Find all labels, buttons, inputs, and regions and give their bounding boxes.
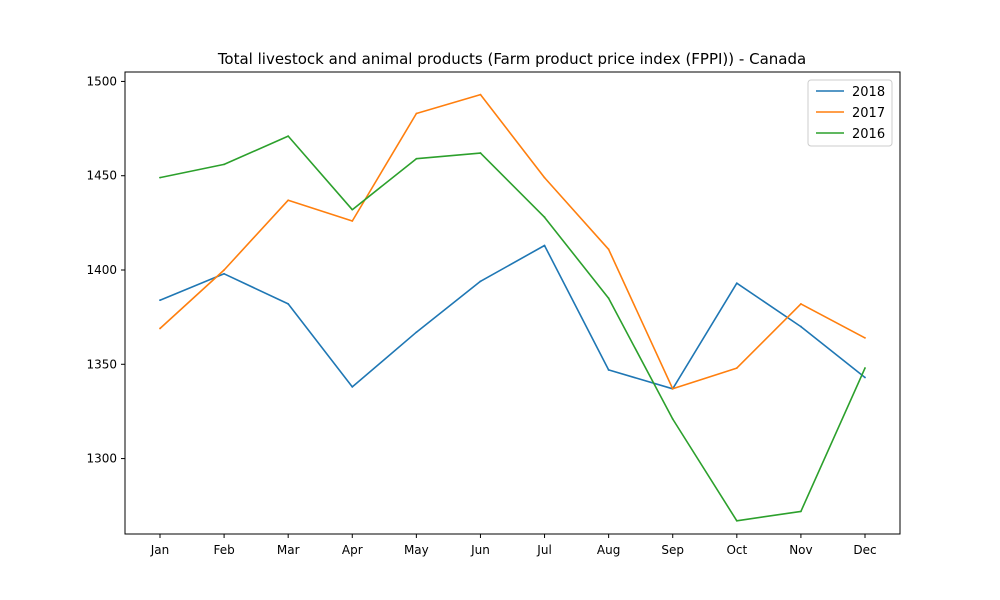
data-point-2016 <box>479 152 482 154</box>
y-tick-label: 1450 <box>86 169 117 183</box>
data-point-2017 <box>159 327 161 330</box>
data-point-2017 <box>735 367 738 369</box>
x-tick-label: Jul <box>536 543 551 557</box>
plot-area <box>124 71 901 535</box>
x-tick-label: May <box>404 543 429 557</box>
y-tick-label: 1400 <box>86 263 117 277</box>
y-tick-label: 1500 <box>86 74 117 88</box>
data-point-2016 <box>735 519 738 522</box>
legend-box <box>807 79 893 147</box>
data-point-2018 <box>159 299 161 302</box>
data-point-2018 <box>800 325 802 328</box>
data-point-2018 <box>479 280 482 283</box>
data-point-2018 <box>287 303 290 305</box>
data-point-2018 <box>351 386 354 388</box>
x-tick-label: Nov <box>789 543 812 557</box>
x-tick-label: Sep <box>661 543 684 557</box>
data-point-2018 <box>223 272 225 275</box>
x-tick-label: Apr <box>342 543 363 557</box>
legend-label-2018: 2018 <box>852 85 885 100</box>
data-point-2016 <box>415 157 418 160</box>
legend: 2018 2017 2016 <box>807 79 893 147</box>
x-tick-label: Aug <box>597 543 620 557</box>
legend-label-2016: 2016 <box>852 127 885 142</box>
data-point-2018 <box>607 369 610 371</box>
y-tick-label: 1350 <box>86 357 117 371</box>
data-point-2017 <box>543 176 546 179</box>
x-tick-label: Dec <box>853 543 876 557</box>
x-tick-label: Feb <box>213 543 234 557</box>
data-point-2017 <box>479 93 482 96</box>
data-point-2017 <box>415 112 418 115</box>
data-point-2016 <box>671 418 674 420</box>
data-point-2017 <box>800 303 802 305</box>
data-point-2016 <box>287 135 290 138</box>
data-point-2016 <box>607 297 610 300</box>
data-point-2016 <box>351 208 354 211</box>
data-point-2017 <box>351 220 354 222</box>
x-tick-label: Jun <box>470 543 490 557</box>
data-point-2017 <box>287 199 290 202</box>
data-point-2016 <box>800 510 802 513</box>
data-point-2016 <box>864 367 866 369</box>
x-tick-label: Jan <box>150 543 170 557</box>
y-axis: 1300 1350 1400 1450 1500 <box>86 74 125 466</box>
x-tick-label: Oct <box>726 543 747 557</box>
x-tick-label: Mar <box>277 543 300 557</box>
series-line-2017 <box>159 93 866 390</box>
series-group <box>159 93 866 522</box>
series-line-2018 <box>159 244 866 390</box>
x-axis: Jan Feb Mar Apr May Jun Jul Aug Sep Oct Nov Dec <box>150 534 877 557</box>
data-point-2016 <box>223 163 225 166</box>
data-point-2017 <box>864 336 866 339</box>
data-point-2018 <box>864 376 866 379</box>
series-line-2016 <box>159 135 866 522</box>
data-point-2016 <box>159 176 161 179</box>
data-point-2018 <box>735 282 738 285</box>
data-point-2017 <box>671 387 674 390</box>
y-tick-label: 1300 <box>86 452 117 466</box>
data-point-2017 <box>607 248 610 251</box>
data-point-2018 <box>543 244 546 247</box>
data-point-2017 <box>223 269 225 271</box>
data-point-2018 <box>415 331 418 334</box>
data-point-2016 <box>543 216 546 219</box>
chart-title: Total livestock and animal products (Far… <box>217 50 806 68</box>
legend-label-2017: 2017 <box>852 106 885 121</box>
